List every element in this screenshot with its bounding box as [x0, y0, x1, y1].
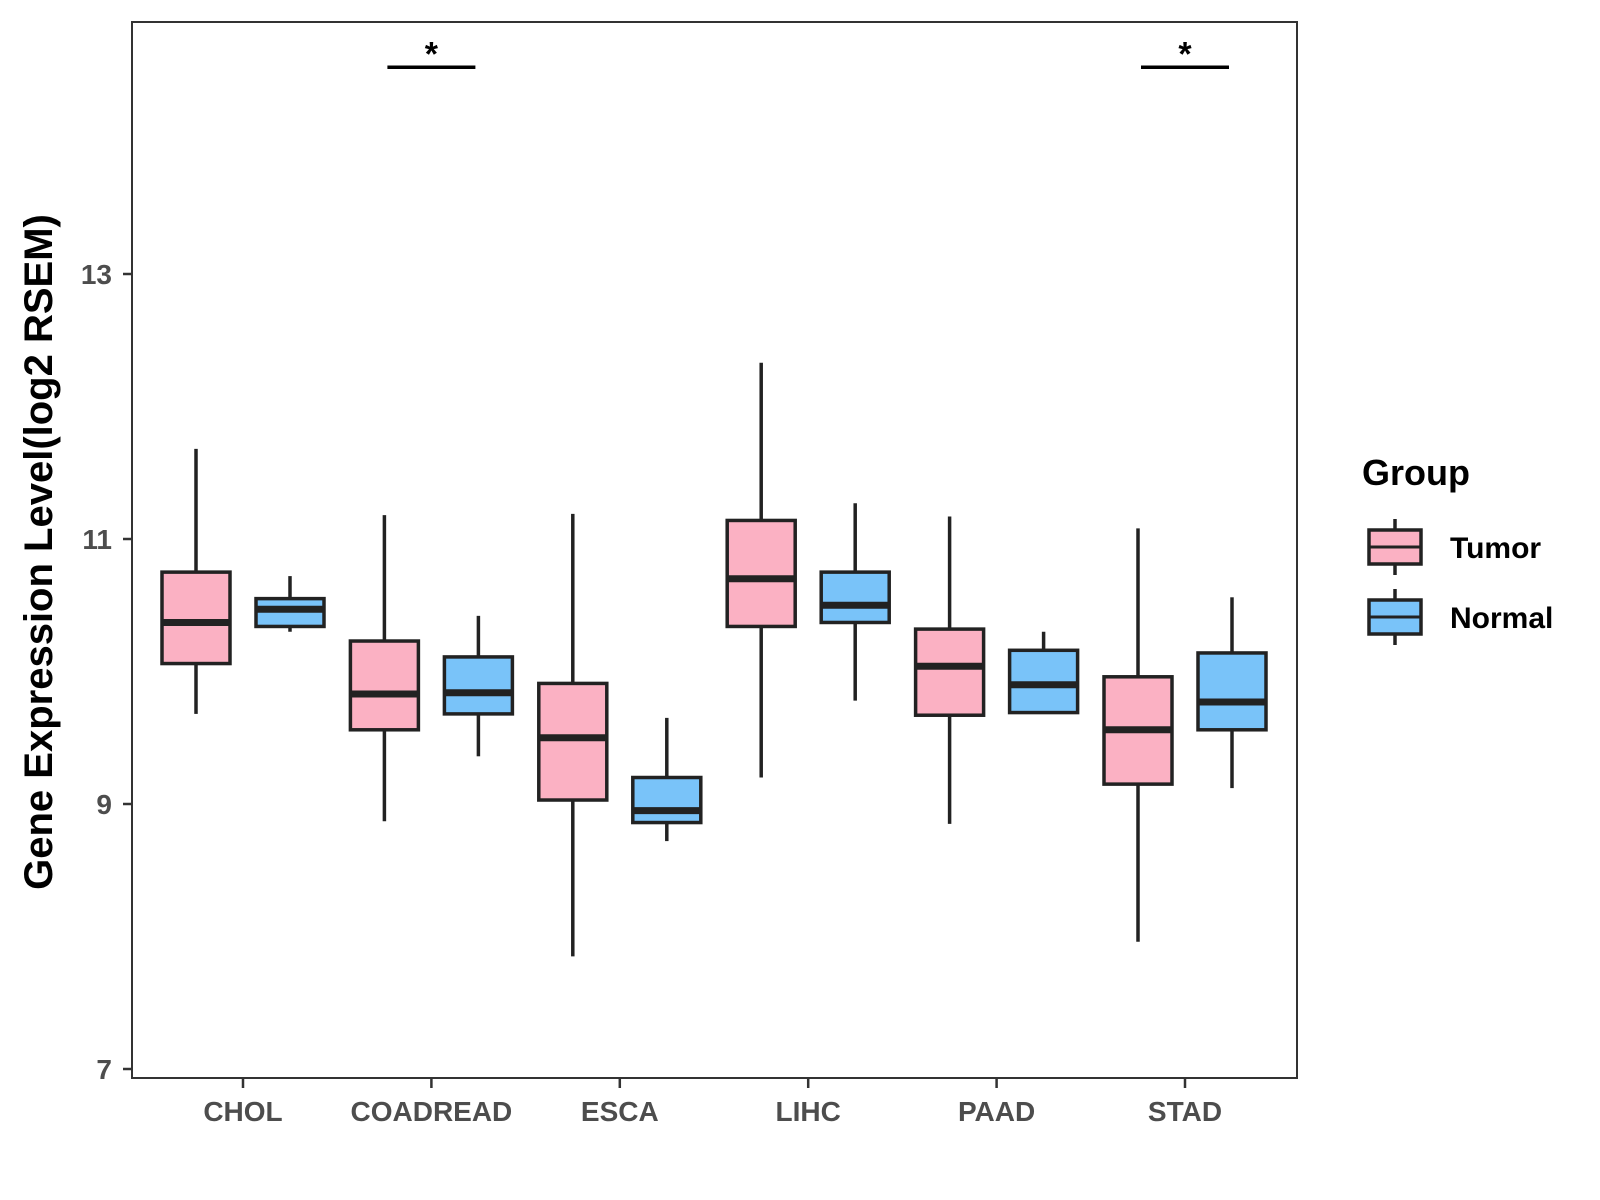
box-normal-chol	[254, 576, 326, 632]
legend-title: Group	[1362, 452, 1470, 493]
box-iqr	[442, 655, 515, 716]
box-normal-lihc	[819, 503, 891, 701]
box-tumor-lihc	[725, 362, 797, 778]
legend-label-tumor: Tumor	[1450, 532, 1541, 565]
box-tumor-paad	[913, 516, 986, 824]
y-axis: 7 9 11 13	[81, 259, 132, 1085]
panel-border	[131, 21, 1298, 1079]
box-tumor-coadread	[348, 515, 421, 822]
x-tick-label-chol: CHOL	[203, 1096, 282, 1127]
legend-item-tumor: Tumor	[1367, 519, 1541, 575]
legend-item-normal: Normal	[1367, 589, 1553, 645]
box-iqr	[537, 681, 609, 802]
plot-panel	[131, 21, 1298, 1079]
box-iqr	[819, 570, 891, 625]
y-tick-label: 13	[81, 259, 112, 290]
significance-annotations: * *	[387, 35, 1229, 73]
legend-label-normal: Normal	[1450, 602, 1553, 635]
significance-star: *	[1178, 35, 1192, 73]
box-normal-coadread	[442, 615, 515, 757]
box-normal-paad	[1007, 631, 1080, 715]
x-tick-label-esca: ESCA	[581, 1096, 659, 1127]
x-tick-label-coadread: COADREAD	[351, 1096, 513, 1127]
x-tick-label-lihc: LIHC	[776, 1096, 841, 1127]
box-iqr	[160, 570, 232, 666]
box-tumor-chol	[160, 448, 232, 714]
legend: Group Tumor Normal	[1362, 452, 1553, 645]
box-normal-esca	[631, 717, 703, 842]
box-iqr	[631, 775, 703, 825]
box-tumor-esca	[537, 513, 609, 957]
box-iqr	[348, 639, 421, 732]
x-tick-label-paad: PAAD	[958, 1096, 1035, 1127]
x-axis: CHOL COADREAD ESCA LIHC PAAD STAD	[203, 1078, 1222, 1127]
y-tick-label: 9	[96, 789, 112, 820]
y-tick-label: 11	[82, 524, 112, 555]
box-series	[160, 362, 1268, 957]
box-iqr	[913, 627, 986, 717]
significance-star: *	[425, 35, 439, 73]
box-iqr	[1196, 651, 1268, 732]
box-iqr	[725, 518, 797, 629]
box-tumor-stad	[1102, 528, 1174, 942]
y-tick-label: 7	[96, 1054, 112, 1085]
x-tick-label-stad: STAD	[1148, 1096, 1222, 1127]
y-axis-title: Gene Expression Level(log2 RSEM)	[17, 214, 61, 890]
box-normal-stad	[1196, 597, 1268, 789]
